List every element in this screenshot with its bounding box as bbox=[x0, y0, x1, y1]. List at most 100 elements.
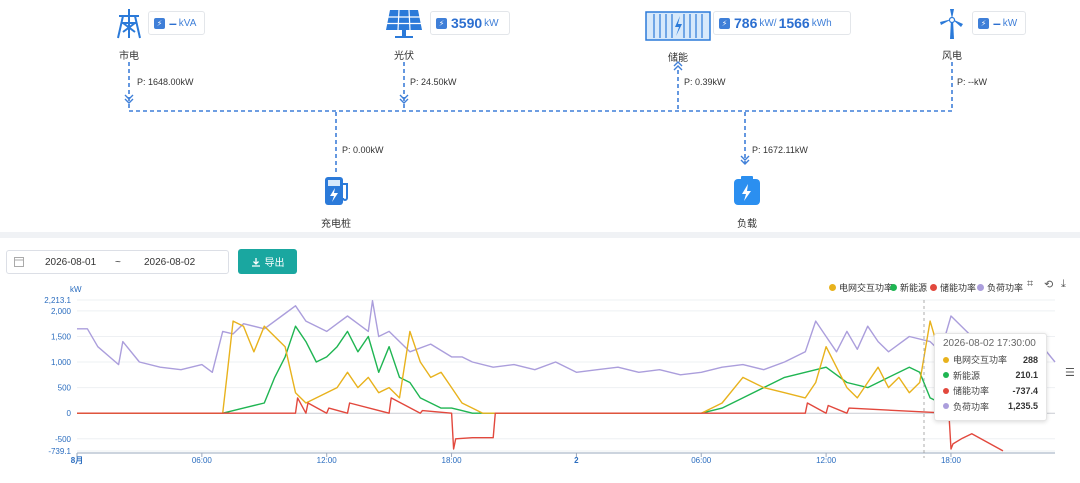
x-tick-label: 12:00 bbox=[317, 456, 338, 465]
legend-dot bbox=[930, 284, 937, 291]
legend-label: 储能功率 bbox=[940, 283, 977, 293]
legend-dot bbox=[890, 284, 897, 291]
tooltip-row: 负荷功率 1,235.5 bbox=[943, 399, 1038, 415]
x-tick-label: 06:00 bbox=[192, 456, 213, 465]
storage-energy-value: 1566 bbox=[778, 15, 810, 31]
pv-capacity-value: 3590 bbox=[451, 15, 483, 31]
storage-power-unit: kW/ bbox=[759, 17, 777, 29]
load-power: P: 1672.11kW bbox=[752, 145, 808, 155]
legend-item-load[interactable]: 负荷功率 bbox=[977, 281, 1023, 294]
start-date[interactable]: 2026-08-01 bbox=[45, 257, 97, 268]
wind-capacity-unit: kW bbox=[1002, 17, 1018, 29]
grid-capacity-badge: ⚡ – kVA bbox=[148, 11, 205, 35]
date-separator: ~ bbox=[115, 257, 121, 268]
x-tick-label: 12:00 bbox=[816, 456, 837, 465]
tooltip-row: 新能源 210.1 bbox=[943, 368, 1038, 384]
bolt-icon: ⚡ bbox=[978, 17, 989, 29]
wind-turbine-icon bbox=[940, 9, 963, 39]
load-label: 负载 bbox=[737, 219, 757, 230]
x-tick-label: 2 bbox=[574, 456, 579, 465]
wind-power: P: --kW bbox=[957, 77, 987, 87]
storage-energy-unit: kWh bbox=[811, 17, 832, 29]
charger-label: 充电桩 bbox=[321, 219, 351, 230]
wind-label: 风电 bbox=[942, 51, 962, 62]
legend-item-storage[interactable]: 储能功率 bbox=[930, 281, 976, 294]
pv-label: 光伏 bbox=[394, 51, 414, 62]
grid-node[interactable]: 市电 bbox=[104, 8, 154, 62]
solar-panel-icon bbox=[386, 9, 422, 38]
grid-label: 市电 bbox=[119, 51, 139, 62]
storage-capacity-badge: ⚡ 786 kW/ 1566 kWh bbox=[713, 11, 851, 35]
y-tick-label: -500 bbox=[55, 435, 72, 444]
x-tick-label: 8月 bbox=[71, 456, 83, 465]
y-tick-label: 0 bbox=[67, 409, 72, 418]
bolt-icon: ⚡ bbox=[719, 17, 730, 29]
topology-lines bbox=[124, 61, 953, 172]
wind-capacity-badge: ⚡ – kW bbox=[972, 11, 1026, 35]
bolt-icon: ⚡ bbox=[154, 17, 165, 29]
legend-item-renewable[interactable]: 新能源 bbox=[890, 281, 927, 294]
wind-capacity-value: – bbox=[993, 15, 1001, 31]
series-line-3 bbox=[77, 300, 1056, 376]
end-date[interactable]: 2026-08-02 bbox=[144, 257, 196, 268]
legend-dot bbox=[977, 284, 984, 291]
energy-topology: 市电 ⚡ – kVA P: 1648.00kW 光伏 ⚡ 3590 kW P: … bbox=[0, 0, 1080, 232]
calendar-icon bbox=[14, 256, 24, 270]
export-label: 导出 bbox=[264, 258, 285, 269]
load-battery-icon bbox=[734, 176, 760, 205]
tooltip-row: 储能功率 -737.4 bbox=[943, 383, 1038, 399]
wind-node[interactable]: 风电 bbox=[927, 8, 977, 62]
storage-node[interactable]: 储能 bbox=[644, 8, 712, 64]
legend-dot bbox=[829, 284, 836, 291]
series-line-0 bbox=[77, 320, 1004, 414]
tooltip-row: 电网交互功率 288 bbox=[943, 352, 1038, 368]
y-tick-label: 500 bbox=[58, 384, 72, 393]
series-line-1 bbox=[77, 325, 1003, 414]
date-range-picker[interactable]: 2026-08-01 ~ 2026-08-02 bbox=[6, 250, 229, 274]
y-tick-label: 1,500 bbox=[51, 332, 72, 341]
x-tick-label: 18:00 bbox=[941, 456, 962, 465]
pv-capacity-unit: kW bbox=[484, 17, 499, 29]
tooltip-row-name: 储能功率 bbox=[953, 386, 990, 397]
charger-node[interactable]: 充电桩 bbox=[311, 174, 361, 230]
restore-icon[interactable]: ⟲ bbox=[1044, 279, 1054, 291]
y-tick-label: 2,213.1 bbox=[44, 296, 71, 305]
storage-label: 储能 bbox=[668, 53, 688, 64]
pv-capacity-badge: ⚡ 3590 kW bbox=[430, 11, 510, 35]
y-tick-label: 2,000 bbox=[51, 307, 72, 316]
x-tick-label: 06:00 bbox=[691, 456, 712, 465]
y-tick-label: 1,000 bbox=[51, 358, 72, 367]
tooltip-title: 2026-08-02 17:30:00 bbox=[943, 338, 1036, 349]
zoom-icon[interactable]: ⌗ bbox=[1027, 278, 1034, 290]
legend-item-grid[interactable]: 电网交互功率 bbox=[829, 281, 893, 294]
download-icon bbox=[251, 257, 260, 267]
tooltip-row-value: 1,235.5 bbox=[1007, 401, 1038, 412]
y-tick-label: -739.1 bbox=[48, 447, 71, 456]
tooltip-row-name: 负荷功率 bbox=[953, 401, 990, 412]
bolt-icon: ⚡ bbox=[436, 17, 447, 29]
power-line-chart[interactable]: kW 2,213.12,0001,5001,0005000-500-739.1 … bbox=[0, 238, 1080, 483]
save-image-icon[interactable]: ⤓ bbox=[1061, 278, 1066, 290]
export-button[interactable]: 导出 bbox=[238, 249, 297, 274]
tooltip-row-value: 288 bbox=[1022, 354, 1038, 365]
series-line-2 bbox=[77, 397, 1004, 452]
tooltip-row-name: 电网交互功率 bbox=[953, 355, 1008, 366]
ev-charger-icon bbox=[325, 177, 348, 205]
legend-label: 负荷功率 bbox=[987, 283, 1024, 293]
tooltip-row-value: 210.1 bbox=[1015, 370, 1038, 381]
tooltip-row-name: 新能源 bbox=[953, 370, 981, 381]
legend-label: 电网交互功率 bbox=[839, 283, 894, 293]
grid-capacity-value: – bbox=[169, 15, 177, 31]
charger-power: P: 0.00kW bbox=[342, 145, 384, 155]
transmission-tower-icon bbox=[117, 9, 141, 39]
filter-icon[interactable]: ☰ bbox=[1065, 367, 1075, 379]
load-node[interactable]: 负载 bbox=[722, 174, 772, 230]
battery-container-icon bbox=[645, 11, 711, 41]
grid-power: P: 1648.00kW bbox=[137, 77, 194, 87]
y-axis-label: kW bbox=[70, 285, 82, 294]
grid-capacity-unit: kVA bbox=[178, 17, 197, 29]
legend-label: 新能源 bbox=[900, 283, 928, 293]
pv-node[interactable]: 光伏 bbox=[379, 8, 429, 62]
power-chart-panel: 2026-08-01 ~ 2026-08-02 导出 电网交互功率 新能源 储能… bbox=[0, 238, 1080, 483]
x-tick-label: 18:00 bbox=[442, 456, 463, 465]
